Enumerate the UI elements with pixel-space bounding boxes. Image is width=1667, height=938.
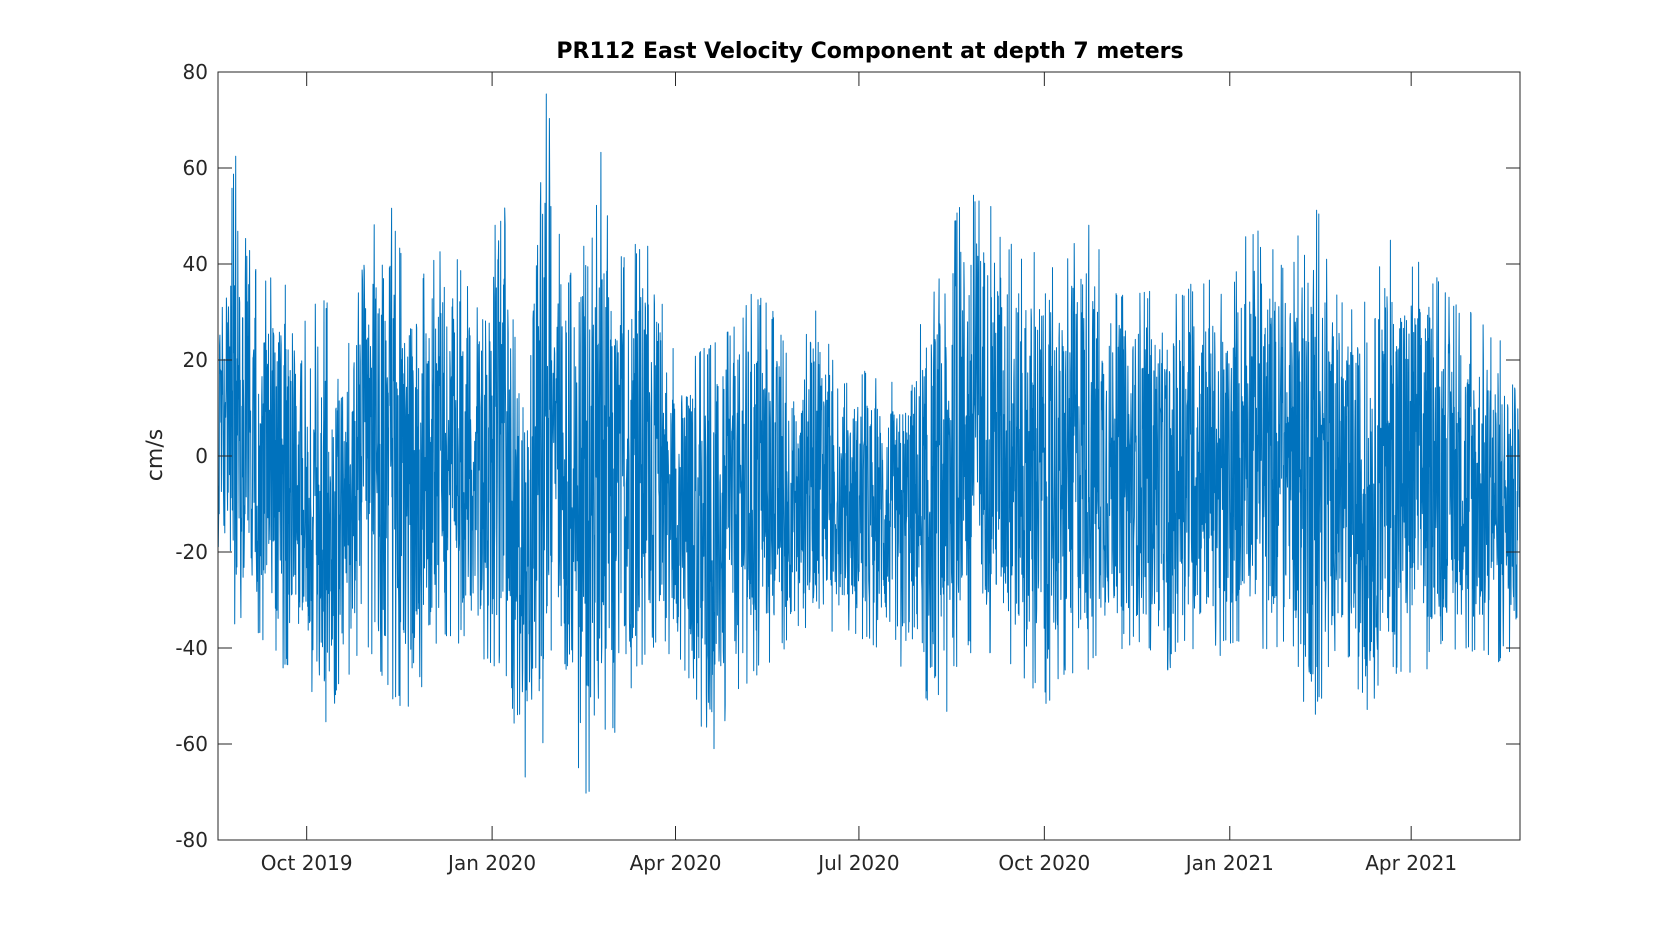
- y-tick-label: 40: [183, 252, 208, 276]
- y-tick-label: 20: [183, 348, 208, 372]
- y-tick-label: 80: [183, 60, 208, 84]
- x-tick-label: Jan 2020: [446, 851, 536, 875]
- plot-area: [217, 93, 1521, 794]
- velocity-series-line: [217, 93, 1521, 794]
- chart-title: PR112 East Velocity Component at depth 7…: [556, 39, 1183, 64]
- x-tick-label: Apr 2021: [1365, 851, 1457, 875]
- x-tick-label: Jan 2021: [1184, 851, 1274, 875]
- y-axis-label: cm/s: [143, 429, 168, 481]
- x-tick-label: Oct 2019: [261, 851, 353, 875]
- y-tick-label: 60: [183, 156, 208, 180]
- x-tick-label: Apr 2020: [630, 851, 722, 875]
- axes: 80 60 40 20 0 -20 -40 -60 -80 Oct 2019 Jan 2020 Apr…: [175, 60, 1521, 875]
- x-tick-label: Jul 2020: [816, 851, 899, 875]
- y-tick-label: 0: [195, 444, 208, 468]
- x-tick-label: Oct 2020: [998, 851, 1090, 875]
- y-tick-label: -80: [175, 828, 208, 852]
- y-tick-label: -40: [175, 636, 208, 660]
- y-tick-label: -60: [175, 732, 208, 756]
- y-tick-label: -20: [175, 540, 208, 564]
